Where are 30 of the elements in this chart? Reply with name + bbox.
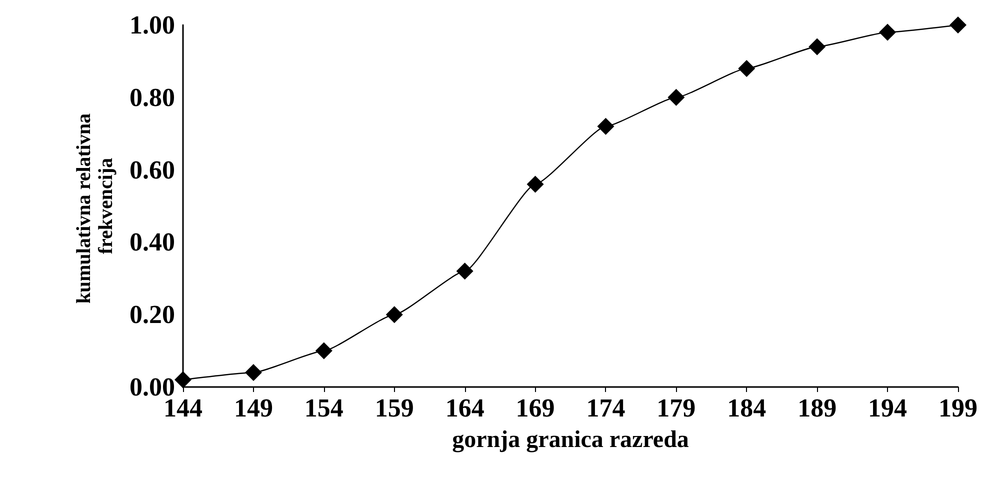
x-axis-title: gornja granica razreda: [452, 427, 689, 453]
x-tick-label: 184: [727, 394, 766, 422]
point: [879, 24, 896, 41]
point: [386, 306, 403, 324]
point: [174, 371, 192, 388]
y-tick-label: 1.00: [130, 10, 175, 40]
point: [526, 176, 544, 193]
y-axis-title: kumulativna relativna frekvencija: [73, 108, 117, 304]
x-tick-label: 149: [234, 394, 273, 422]
point: [456, 262, 474, 280]
x-tick-label: 199: [938, 394, 978, 422]
point: [808, 38, 826, 56]
x-tick-label: 179: [656, 394, 696, 422]
x-tick-label: 169: [516, 394, 555, 422]
x-tick-label: 194: [868, 394, 908, 422]
x-tick-label: 174: [586, 394, 626, 422]
y-tick-label: 0.60: [130, 155, 175, 184]
y-tick-label: 0.40: [130, 228, 175, 257]
point: [597, 118, 614, 135]
x-tick-label: 189: [798, 394, 837, 422]
point: [315, 342, 332, 360]
x-tick-label: 164: [445, 394, 484, 422]
x-tick-label: 159: [374, 394, 414, 422]
x-tick-label: 154: [304, 394, 344, 422]
point: [738, 60, 756, 77]
point: [668, 88, 685, 106]
y-tick-label: 0.20: [130, 300, 175, 330]
y-tick-label: 0.80: [130, 82, 175, 112]
point: [244, 364, 262, 382]
point: [950, 16, 966, 34]
